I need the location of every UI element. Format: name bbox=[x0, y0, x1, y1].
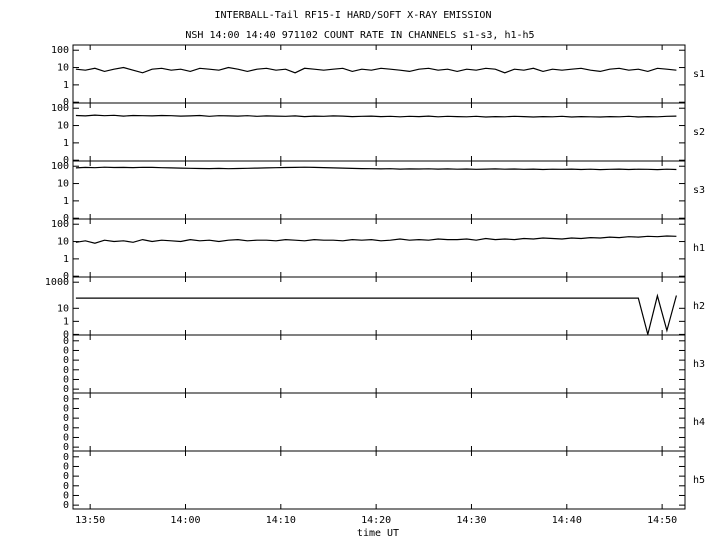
y-tick-label: 1 bbox=[63, 138, 69, 149]
series-name: h5 bbox=[693, 475, 705, 486]
y-tick-label: 0 bbox=[63, 97, 69, 108]
x-tick-label: 13:50 bbox=[75, 515, 105, 526]
y-tick-label: 0 bbox=[63, 365, 69, 376]
x-tick-label: 14:40 bbox=[552, 515, 582, 526]
x-tick-label: 14:20 bbox=[361, 515, 391, 526]
x-tick-label: 14:50 bbox=[647, 515, 677, 526]
series-name: h2 bbox=[693, 301, 705, 312]
y-tick-label: 1000 bbox=[45, 277, 69, 288]
y-tick-label: 0 bbox=[63, 442, 69, 453]
y-tick-label: 0 bbox=[63, 452, 69, 463]
series-line bbox=[75, 114, 677, 118]
series-name: h3 bbox=[693, 359, 705, 370]
y-tick-label: 0 bbox=[63, 271, 69, 282]
chart-title: INTERBALL-Tail RF15-I HARD/SOFT X-RAY EM… bbox=[215, 10, 492, 21]
series-line bbox=[75, 235, 677, 244]
x-tick-label: 14:30 bbox=[456, 515, 486, 526]
y-tick-label: 0 bbox=[63, 374, 69, 385]
y-tick-label: 1 bbox=[63, 254, 69, 265]
chart-subtitle: NSH 14:00 14:40 971102 COUNT RATE IN CHA… bbox=[185, 30, 534, 41]
y-tick-label: 0 bbox=[63, 481, 69, 492]
y-tick-label: 100 bbox=[51, 103, 69, 114]
x-axis-label: time UT bbox=[357, 528, 399, 539]
y-tick-label: 1 bbox=[63, 316, 69, 327]
y-tick-label: 0 bbox=[63, 336, 69, 347]
y-tick-label: 100 bbox=[51, 161, 69, 172]
y-tick-label: 1 bbox=[63, 196, 69, 207]
y-tick-label: 10 bbox=[57, 121, 69, 132]
y-tick-label: 0 bbox=[63, 423, 69, 434]
y-tick-label: 0 bbox=[63, 403, 69, 414]
x-tick-label: 14:00 bbox=[170, 515, 200, 526]
series-name: s1 bbox=[693, 69, 705, 80]
y-tick-label: 1 bbox=[63, 80, 69, 91]
series-name: s3 bbox=[693, 185, 705, 196]
y-tick-label: 0 bbox=[63, 471, 69, 482]
y-tick-label: 0 bbox=[63, 413, 69, 424]
y-tick-label: 0 bbox=[63, 155, 69, 166]
y-tick-label: 0 bbox=[63, 384, 69, 395]
y-tick-label: 0 bbox=[63, 394, 69, 405]
series-line bbox=[75, 293, 677, 335]
y-tick-label: 10 bbox=[57, 303, 69, 314]
y-tick-label: 0 bbox=[63, 355, 69, 366]
y-tick-label: 10 bbox=[57, 63, 69, 74]
y-tick-label: 0 bbox=[63, 213, 69, 224]
y-tick-label: 0 bbox=[63, 329, 69, 340]
panel-frame bbox=[72, 450, 686, 510]
x-tick-label: 14:10 bbox=[266, 515, 296, 526]
series-name: s2 bbox=[693, 127, 705, 138]
y-tick-label: 0 bbox=[63, 345, 69, 356]
series-line bbox=[75, 166, 677, 171]
y-tick-label: 0 bbox=[63, 500, 69, 511]
series-name: h1 bbox=[693, 243, 705, 254]
y-tick-label: 0 bbox=[63, 432, 69, 443]
y-tick-label: 100 bbox=[51, 45, 69, 56]
y-tick-label: 0 bbox=[63, 490, 69, 501]
y-tick-label: 10 bbox=[57, 179, 69, 190]
series-line bbox=[75, 66, 677, 74]
y-tick-label: 100 bbox=[51, 219, 69, 230]
y-tick-label: 10 bbox=[57, 237, 69, 248]
y-tick-label: 0 bbox=[63, 461, 69, 472]
series-name: h4 bbox=[693, 417, 705, 428]
